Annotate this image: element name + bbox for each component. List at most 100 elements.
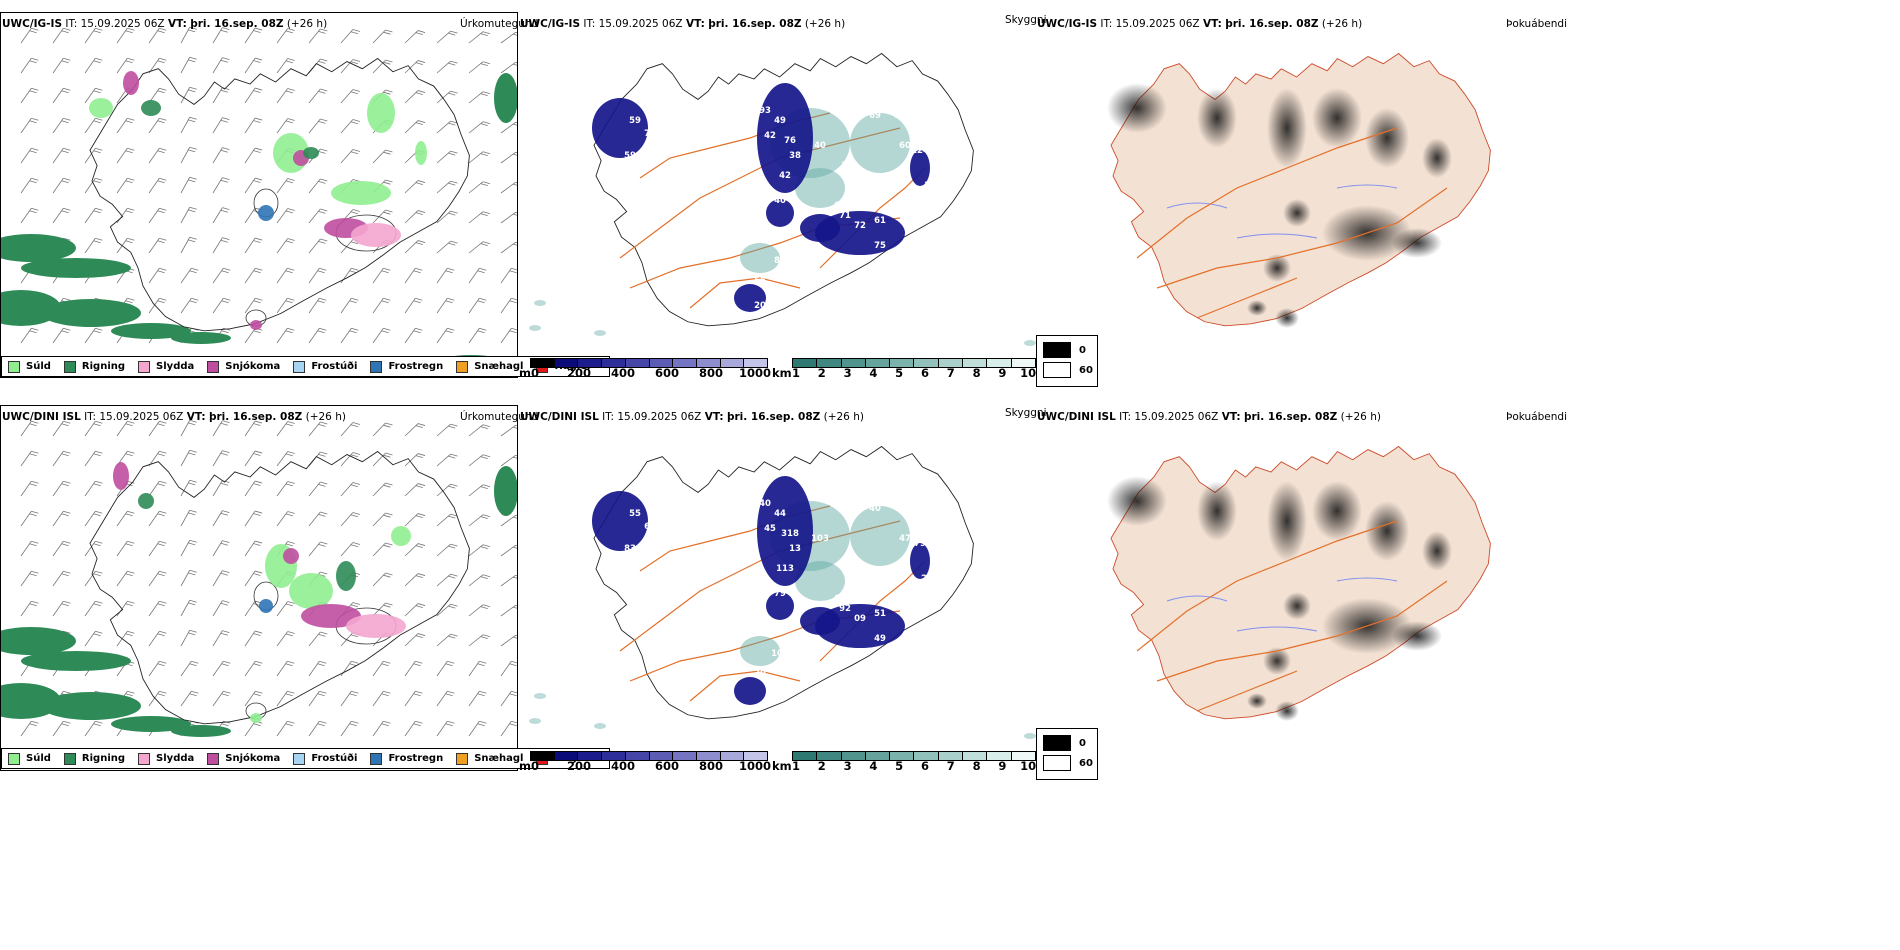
rain-area	[41, 692, 141, 720]
wind-barb	[276, 631, 295, 647]
ceiling-value-label: 68	[654, 496, 666, 506]
visibility-tick: 4	[869, 366, 878, 380]
ceiling-value-label: 67	[834, 201, 846, 211]
colorbar-segment	[673, 359, 697, 367]
wind-barb	[148, 450, 167, 467]
ceiling-value-label: 75	[644, 129, 656, 139]
init-time: IT: 15.09.2025 06Z	[1097, 18, 1203, 30]
wind-barb	[276, 238, 295, 254]
fog-header-row1: UWC/IG-IS IT: 15.09.2025 06Z VT: þri. 16…	[1037, 18, 1362, 30]
wind-barb	[116, 540, 135, 557]
wind-barb	[52, 450, 71, 467]
precip-map-row2	[1, 419, 517, 764]
wind-barb	[436, 150, 458, 164]
wind-barb	[500, 454, 517, 467]
wind-barb	[340, 512, 361, 527]
precip-panel-row2	[0, 405, 518, 771]
wind-barb	[148, 297, 167, 314]
ceiling-value-label: 45	[764, 524, 776, 534]
visibility-speck	[1024, 733, 1036, 739]
ceiling-tick: 800	[698, 366, 724, 380]
low-ceiling-area	[734, 677, 766, 705]
ceiling-value-label: 68	[909, 126, 921, 136]
wind-barb	[20, 207, 39, 224]
visibility-tick: 10	[1020, 366, 1037, 380]
ceiling-value-label: 94	[894, 111, 906, 121]
road-line	[1156, 187, 1448, 289]
fog-legend-item: 0	[1043, 342, 1086, 358]
wind-barb	[372, 422, 393, 437]
legend-label: Snjókoma	[225, 361, 281, 372]
wind-barb	[180, 267, 199, 284]
wind-barb	[308, 511, 328, 527]
colorbar-segment	[817, 359, 842, 367]
fog-low-index-area	[1107, 83, 1167, 133]
wind-barb	[244, 327, 263, 344]
wind-barb	[148, 117, 167, 134]
ceiling-value-label: 09	[854, 614, 866, 624]
rain-area	[1, 234, 76, 262]
init-time: IT: 15.09.2025 06Z	[1115, 411, 1222, 423]
wind-barb	[308, 421, 328, 437]
wind-barb	[148, 630, 167, 647]
precip-area	[259, 599, 273, 613]
ceiling-tick: 400	[610, 759, 636, 773]
ceiling-value-label: 105	[576, 489, 594, 499]
legend-item: Frostúði	[293, 752, 357, 765]
precip-area	[301, 604, 361, 628]
wind-barb	[20, 420, 39, 437]
wind-barb	[276, 421, 295, 437]
legend-item: Rigning	[63, 360, 126, 373]
wind-barb	[244, 237, 263, 254]
legend-label: Rigning	[81, 361, 126, 372]
low-ceiling-area	[910, 543, 930, 579]
wind-barb	[20, 27, 39, 44]
ceiling-value-label: 47	[624, 76, 636, 86]
wind-barb	[212, 177, 230, 194]
wind-barb	[116, 630, 135, 647]
visibility-area	[795, 561, 845, 601]
low-ceiling-area	[734, 284, 766, 312]
river-line	[1336, 577, 1398, 582]
wind-barb	[500, 297, 517, 314]
wind-barb	[180, 56, 197, 74]
ceiling-value-label: 51	[874, 609, 886, 619]
wind-barb	[500, 660, 517, 677]
wind-barb	[340, 119, 361, 134]
ceiling-value-label: 244	[921, 574, 939, 584]
wind-barb	[404, 90, 426, 104]
legend-item: Frostúði	[293, 360, 357, 373]
wind-barb	[404, 423, 426, 437]
legend-item: Slydda	[138, 752, 194, 765]
wind-barb	[180, 599, 197, 617]
legend-item: Súld	[8, 360, 51, 373]
colorbar-segment	[649, 359, 674, 367]
colorbar-segment	[554, 359, 579, 367]
legend-swatch	[293, 752, 306, 765]
wind-barb	[308, 208, 328, 224]
wind-barb	[116, 207, 135, 224]
ceiling-value-label: 61	[874, 216, 886, 226]
init-time: IT: 15.09.2025 06Z	[580, 18, 686, 30]
visibility-tick: 4	[869, 759, 878, 773]
wind-barb	[276, 28, 295, 44]
wind-barb	[20, 600, 39, 617]
visibility-tick: 9	[998, 366, 1007, 380]
legend-label: Súld	[26, 753, 51, 764]
fog-legend-label: 0	[1079, 737, 1086, 749]
wind-barb	[148, 690, 167, 707]
colorbar-segment	[865, 752, 891, 760]
legend-label: Slydda	[156, 361, 195, 372]
wind-barb	[212, 87, 230, 104]
wind-barb	[308, 297, 327, 314]
wind-barb	[212, 450, 230, 467]
visibility-tick: 1	[791, 759, 801, 773]
wind-barb	[468, 720, 487, 737]
wind-barb	[84, 147, 103, 164]
wind-barb	[436, 690, 455, 707]
wind-barb	[468, 454, 491, 467]
wind-barb	[116, 420, 135, 437]
colorbar-segment	[602, 752, 626, 760]
wind-barb	[340, 297, 359, 314]
vt-label: VT:	[1221, 411, 1241, 423]
